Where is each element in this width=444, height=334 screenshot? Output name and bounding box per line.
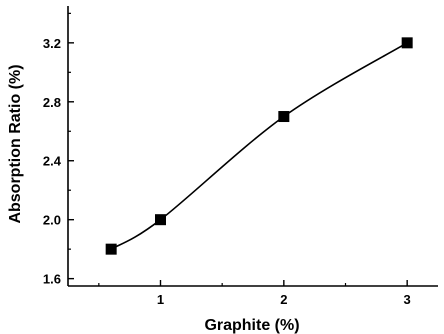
data-point-2 (278, 111, 290, 123)
y-tick-label-0: 1.6 (43, 272, 61, 287)
y-tick-label-1: 2.0 (43, 213, 61, 228)
tick-labels: 1 2 3 1.6 2.0 2.4 2.8 3.2 (43, 36, 411, 307)
data-point-3 (401, 37, 413, 49)
x-tick-label-2: 3 (404, 292, 411, 307)
y-tick-label-4: 3.2 (43, 36, 61, 51)
y-tick-label-2: 2.4 (43, 154, 62, 169)
data-point-0 (105, 243, 117, 255)
data-markers (105, 37, 413, 255)
x-tick-label-1: 2 (280, 292, 287, 307)
data-point-1 (155, 214, 166, 226)
tick-marks (68, 12, 408, 286)
y-axis-title: Absorption Ratio (%) (7, 64, 24, 223)
y-tick-label-3: 2.8 (43, 95, 61, 110)
series-curve (110, 42, 408, 250)
axes (67, 6, 438, 287)
x-axis-title: Graphite (%) (204, 317, 299, 334)
x-tick-label-0: 1 (157, 292, 164, 307)
